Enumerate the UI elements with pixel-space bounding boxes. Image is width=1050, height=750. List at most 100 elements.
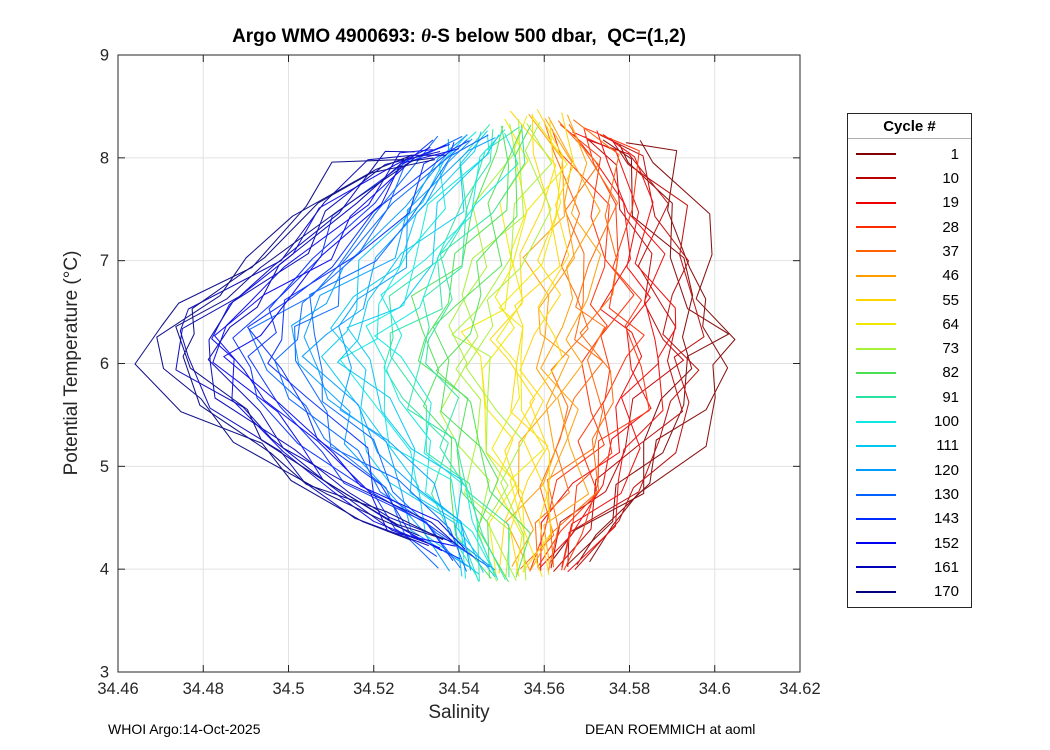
tick-labels: 34.46 34.48 34.5 34.52 34.54 34.56 34.58 34.6 34… — [97, 47, 820, 699]
x-tick-label: 34.54 — [438, 680, 479, 698]
profile-line-cycle-152 — [213, 144, 456, 547]
y-tick-label: 6 — [100, 355, 109, 373]
profile-line-cycle-28 — [561, 128, 645, 571]
profile-line-cycle-10 — [553, 139, 684, 572]
profile-line-cycle-1 — [589, 140, 736, 563]
profile-line-cycle-111 — [337, 130, 488, 573]
theta-symbol: θ — [421, 26, 431, 47]
profile-line-cycle-82 — [432, 129, 522, 583]
profile-line-cycle-19 — [561, 130, 666, 568]
legend-line-sample — [856, 201, 896, 204]
legend-item: 55 — [848, 289, 971, 312]
profile-line-cycle-10 — [550, 136, 685, 569]
profile-line-cycle-64 — [481, 116, 528, 575]
profile-line-cycle-120 — [301, 138, 473, 571]
profile-line-cycle-37 — [550, 119, 620, 568]
legend-item: 73 — [848, 337, 971, 360]
profile-line-cycle-170 — [175, 157, 444, 540]
legend-line-sample — [856, 396, 896, 399]
profile-line-cycle-130 — [274, 135, 463, 569]
legend-label: 64 — [942, 315, 959, 333]
legend-item: 37 — [848, 240, 971, 263]
legend-line-sample — [856, 566, 896, 569]
profile-line-cycle-152 — [223, 148, 466, 550]
x-axis-label: Salinity — [428, 702, 490, 723]
legend-line-sample — [856, 323, 896, 326]
legend-item: 152 — [848, 532, 971, 555]
legend-line-sample — [856, 274, 896, 277]
legend-line-sample — [856, 517, 896, 520]
profile-line-cycle-55 — [489, 110, 557, 574]
profile-line-cycle-170 — [134, 158, 412, 541]
profile-line-cycle-100 — [374, 132, 519, 581]
profile-line-cycle-130 — [294, 139, 468, 572]
legend-label: 28 — [942, 218, 959, 236]
legend-line-sample — [856, 542, 896, 545]
legend-items: 1 10 19 28 37 46 55 64 73 82 91 100 111 120 130 143 152 1… — [848, 139, 971, 607]
y-axis-label: Potential Temperature (°C) — [61, 250, 82, 476]
legend-label: 143 — [933, 510, 959, 528]
legend-item: 10 — [848, 167, 971, 190]
grid-lines — [117, 54, 801, 673]
x-tick-label: 34.6 — [699, 680, 731, 698]
footer-credit-right: DEAN ROEMMICH at aoml — [585, 721, 756, 737]
profile-line-cycle-55 — [519, 108, 564, 573]
legend-line-sample — [856, 493, 896, 496]
profile-line-cycle-46 — [505, 118, 575, 571]
legend-item: 82 — [848, 361, 971, 384]
profile-line-cycle-19 — [567, 134, 677, 573]
profile-line-cycle-91 — [425, 125, 526, 578]
profile-line-cycle-37 — [520, 120, 589, 569]
x-tick-label: 34.48 — [183, 680, 224, 698]
profile-line-cycle-161 — [207, 154, 459, 547]
legend-label: 37 — [942, 242, 959, 260]
profile-line-cycle-130 — [309, 134, 490, 568]
profile-line-cycle-120 — [338, 137, 496, 571]
x-tick-label: 34.46 — [97, 680, 138, 698]
legend-line-sample — [856, 226, 896, 229]
plot-title: Argo WMO 4900693: θ-S below 500 dbar, QC… — [118, 26, 800, 48]
profile-line-cycle-91 — [389, 128, 494, 582]
legend-line-sample — [856, 590, 896, 593]
legend-label: 1 — [950, 145, 959, 163]
legend-label: 152 — [933, 534, 959, 552]
legend-label: 130 — [933, 486, 959, 504]
x-tick-label: 34.62 — [779, 680, 820, 698]
profile-line-cycle-100 — [380, 129, 506, 578]
legend-line-sample — [856, 153, 896, 156]
y-tick-label: 9 — [100, 47, 109, 65]
profile-line-cycle-91 — [407, 126, 520, 581]
legend-title: Cycle # — [848, 114, 971, 139]
legend-item: 170 — [848, 580, 971, 603]
legend: Cycle # 1 10 19 28 37 46 55 64 73 82 91 100 111 120 13… — [847, 113, 972, 608]
legend-line-sample — [856, 347, 896, 350]
profile-line-cycle-73 — [455, 119, 525, 578]
y-tick-label: 3 — [100, 664, 109, 682]
legend-item: 130 — [848, 483, 971, 506]
y-tick-label: 4 — [100, 561, 109, 579]
series-lines — [134, 108, 736, 583]
plot-title-text-2: -S below 500 dbar, QC=(1,2) — [430, 26, 686, 47]
legend-label: 111 — [936, 437, 959, 455]
legend-label: 55 — [942, 291, 959, 309]
legend-line-sample — [856, 469, 896, 472]
profile-line-cycle-1 — [550, 139, 694, 562]
profile-line-cycle-170 — [182, 159, 444, 541]
profile-line-cycle-10 — [574, 137, 705, 570]
profile-line-cycle-64 — [491, 114, 568, 573]
x-tick-label: 34.58 — [609, 680, 650, 698]
legend-item: 28 — [848, 216, 971, 239]
profile-line-cycle-1 — [566, 143, 730, 566]
profile-line-cycle-37 — [534, 120, 604, 568]
legend-label: 161 — [933, 558, 959, 576]
profile-line-cycle-143 — [267, 140, 475, 558]
legend-label: 170 — [933, 583, 959, 601]
profile-line-cycle-161 — [208, 150, 452, 543]
profile-line-cycle-82 — [410, 125, 504, 580]
legend-item: 100 — [848, 410, 971, 433]
legend-item: 111 — [848, 434, 971, 457]
x-tick-label: 34.5 — [272, 680, 304, 698]
profile-line-cycle-82 — [417, 125, 510, 579]
profile-line-cycle-143 — [247, 142, 461, 560]
legend-item: 19 — [848, 191, 971, 214]
